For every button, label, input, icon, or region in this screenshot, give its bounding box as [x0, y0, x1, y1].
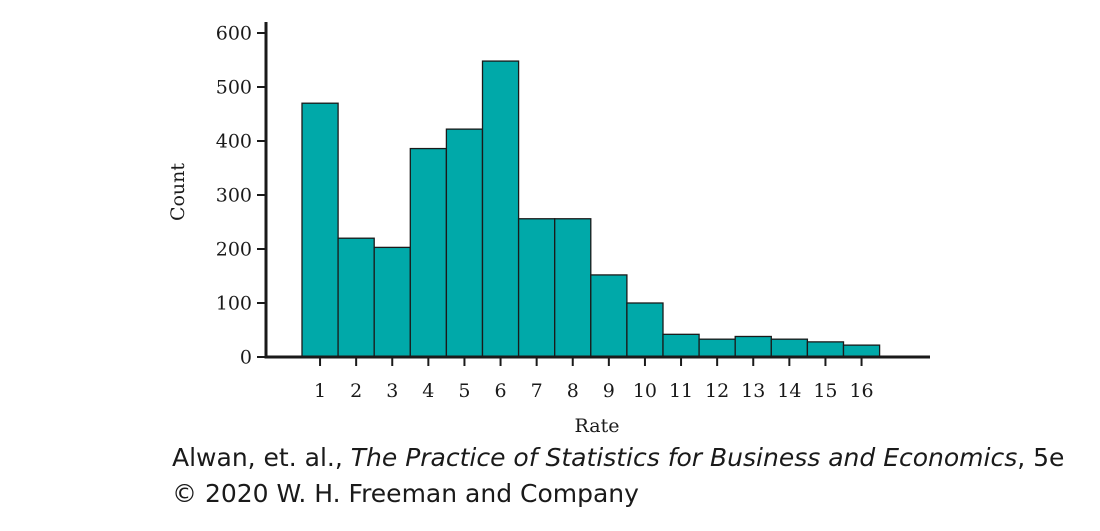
x-tick-label: 16 [849, 380, 873, 402]
x-tick-label: 15 [813, 380, 837, 402]
x-tick-label: 6 [495, 380, 507, 402]
bar-rate-5 [445, 128, 484, 358]
y-axis-title: Count [167, 163, 189, 221]
y-tick-label: 200 [216, 239, 252, 261]
x-tick-label: 3 [386, 380, 398, 402]
bar-rate-12 [698, 338, 736, 358]
bar-rate-14 [770, 338, 809, 358]
x-tick-label: 7 [531, 380, 543, 402]
bar-rate-4 [409, 147, 448, 358]
bar-rate-8 [554, 218, 592, 358]
bar-rate-1 [301, 102, 339, 358]
bar-rate-10 [626, 302, 664, 358]
y-tick-label: 600 [216, 23, 252, 45]
bar-rate-6 [481, 60, 520, 358]
x-tick-label: 4 [422, 380, 434, 402]
y-tick-label: 100 [216, 293, 252, 315]
caption-authors: Alwan, et. al., [172, 443, 351, 472]
x-tick-label: 9 [603, 380, 615, 402]
caption-book-title: The Practice of Statistics for Business … [350, 443, 1018, 472]
x-tick-label: 10 [633, 380, 657, 402]
y-ticks-layer: 0 100 200 300 400 500 600 [216, 23, 266, 369]
y-tick-label: 300 [216, 185, 252, 207]
x-tick-label: 1 [314, 380, 326, 402]
bar-rate-3 [373, 246, 411, 358]
y-tick-label: 500 [216, 77, 252, 99]
x-tick-label: 2 [350, 380, 362, 402]
y-tick-label: 0 [240, 347, 252, 369]
bar-rate-16 [842, 344, 881, 358]
x-tick-label: 5 [458, 380, 470, 402]
x-tick-label: 13 [741, 380, 765, 402]
bar-rate-15 [806, 341, 845, 358]
x-tick-label: 11 [669, 380, 693, 402]
x-tick-label: 12 [705, 380, 729, 402]
source-caption: Alwan, et. al., The Practice of Statisti… [172, 440, 1072, 512]
caption-publisher: , 5e © 2020 W. H. Freeman and Company [172, 443, 1065, 508]
x-ticks-layer: 1 2 3 4 5 6 7 8 9 10 11 12 13 14 15 16 [314, 357, 874, 402]
bars-layer [301, 60, 881, 358]
x-tick-label: 8 [567, 380, 579, 402]
y-tick-label: 400 [216, 131, 252, 153]
x-tick-label: 14 [777, 380, 801, 402]
x-axis-title: Rate [575, 415, 620, 437]
bar-rate-13 [734, 335, 772, 358]
bar-rate-9 [590, 274, 628, 358]
bar-rate-2 [337, 237, 375, 358]
bar-rate-7 [517, 218, 556, 358]
bar-rate-11 [662, 333, 700, 358]
